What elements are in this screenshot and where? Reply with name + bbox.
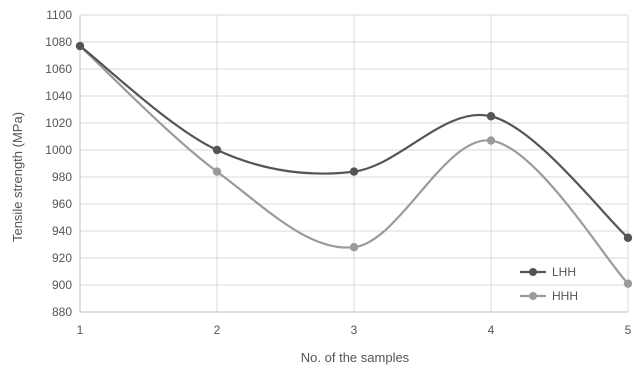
legend-label-hhh: HHH [552, 289, 578, 303]
y-tick-label: 1040 [45, 89, 72, 103]
legend-marker-lhh [529, 268, 537, 276]
y-tick-label: 920 [52, 251, 72, 265]
grid [79, 14, 629, 313]
data-point-lhh [486, 112, 496, 121]
x-tick-label: 3 [351, 323, 358, 337]
data-point-lhh [212, 145, 222, 155]
data-point-lhh [623, 233, 633, 242]
y-tick-label: 940 [52, 224, 72, 238]
x-tick-label: 4 [488, 323, 495, 337]
legend-item-lhh: LHH [520, 265, 576, 279]
y-tick-label: 880 [52, 305, 72, 319]
data-point-hhh [349, 243, 359, 252]
data-point-hhh [623, 279, 633, 288]
axes [79, 15, 628, 313]
series-line-hhh [79, 45, 629, 285]
legend-label-lhh: LHH [552, 265, 576, 279]
y-tick-label: 1060 [45, 62, 72, 76]
data-point-hhh [212, 167, 222, 176]
legend-marker-hhh [529, 292, 537, 300]
y-tick-label: 1100 [46, 8, 72, 22]
x-tick-label: 5 [625, 323, 632, 337]
y-tick-labels: 880 900 920 940 960 980 1000 1020 1040 1060 1080 11… [45, 8, 72, 319]
y-tick-label: 1020 [45, 116, 72, 130]
x-tick-label: 2 [214, 323, 221, 337]
y-axis-title: Tensile strength (MPa) [10, 112, 25, 242]
y-tick-label: 960 [52, 197, 72, 211]
y-tick-label: 1000 [45, 143, 72, 157]
x-tick-labels: 1 2 3 4 5 [77, 323, 632, 337]
y-tick-label: 1080 [45, 35, 72, 49]
y-tick-label: 980 [52, 170, 72, 184]
series-markers [75, 41, 633, 288]
data-point-hhh [486, 136, 496, 145]
x-tick-label: 1 [77, 323, 84, 337]
legend-item-hhh: HHH [520, 289, 578, 303]
legend: LHH HHH [520, 265, 578, 303]
data-point-lhh [75, 41, 85, 51]
y-tick-label: 900 [52, 278, 72, 292]
x-axis-title: No. of the samples [301, 350, 410, 365]
data-point-lhh [349, 167, 359, 176]
